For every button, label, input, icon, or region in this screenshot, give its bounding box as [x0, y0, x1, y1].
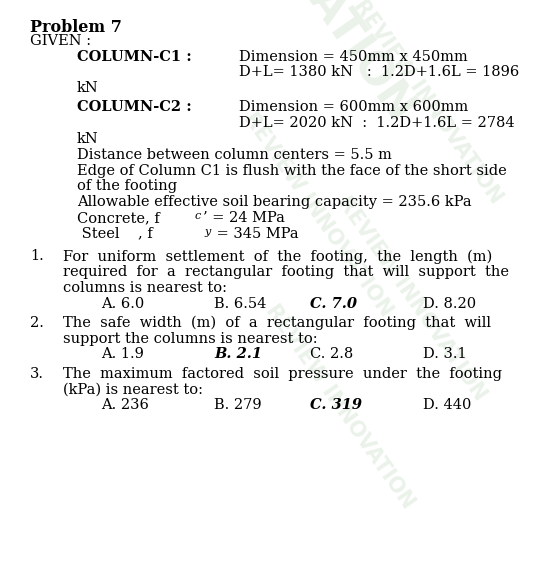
Text: A. 6.0: A. 6.0 — [102, 297, 145, 311]
Text: Concrete, f: Concrete, f — [77, 211, 160, 225]
Text: A. 236: A. 236 — [102, 398, 149, 412]
Text: ’ = 24 MPa: ’ = 24 MPa — [203, 211, 285, 225]
Text: C. 319: C. 319 — [310, 398, 362, 412]
Text: 3.: 3. — [30, 367, 44, 381]
Text: = 345 MPa: = 345 MPa — [212, 227, 299, 241]
Text: (kPa) is nearest to:: (kPa) is nearest to: — [63, 382, 203, 396]
Text: support the columns is nearest to:: support the columns is nearest to: — [63, 332, 318, 346]
Text: D. 440: D. 440 — [423, 398, 471, 412]
Text: Edge of Column C1 is flush with the face of the short side: Edge of Column C1 is flush with the face… — [77, 164, 507, 178]
Text: C. 2.8: C. 2.8 — [310, 347, 354, 362]
Text: For  uniform  settlement  of  the  footing,  the  length  (m): For uniform settlement of the footing, t… — [63, 249, 492, 264]
Text: D+L= 2020 kN  :  1.2D+1.6L = 2784: D+L= 2020 kN : 1.2D+1.6L = 2784 — [239, 116, 514, 130]
Text: REVIEW INNOVATION: REVIEW INNOVATION — [240, 109, 396, 320]
Text: B. 6.54: B. 6.54 — [214, 297, 266, 311]
Text: COLUMN-C2 :: COLUMN-C2 : — [77, 100, 192, 114]
Text: The  maximum  factored  soil  pressure  under  the  footing: The maximum factored soil pressure under… — [63, 367, 502, 381]
Text: D+L= 1380 kN   :  1.2D+1.6L = 1896: D+L= 1380 kN : 1.2D+1.6L = 1896 — [239, 65, 519, 80]
Text: kN: kN — [77, 132, 99, 146]
Text: c: c — [195, 211, 201, 221]
Text: D. 8.20: D. 8.20 — [423, 297, 476, 311]
Text: COLUMN-C1 :: COLUMN-C1 : — [77, 50, 192, 64]
Text: Problem 7: Problem 7 — [30, 19, 122, 36]
Text: A. 1.9: A. 1.9 — [102, 347, 144, 362]
Text: Dimension = 600mm x 600mm: Dimension = 600mm x 600mm — [239, 100, 468, 114]
Text: D. 3.1: D. 3.1 — [423, 347, 466, 362]
Text: OVATION: OVATION — [259, 0, 422, 131]
Text: B. 2.1: B. 2.1 — [214, 347, 262, 362]
Text: kN: kN — [77, 81, 99, 95]
Text: required  for  a  rectangular  footing  that  will  support  the: required for a rectangular footing that … — [63, 265, 509, 279]
Text: Steel    , f: Steel , f — [77, 227, 153, 241]
Text: Distance between column centers = 5.5 m: Distance between column centers = 5.5 m — [77, 148, 392, 162]
Text: 1.: 1. — [30, 249, 44, 263]
Text: Dimension = 450mm x 450mm: Dimension = 450mm x 450mm — [239, 50, 468, 64]
Text: y: y — [204, 227, 210, 237]
Text: columns is nearest to:: columns is nearest to: — [63, 281, 227, 295]
Text: C. 7.0: C. 7.0 — [310, 297, 357, 311]
Text: B. 279: B. 279 — [214, 398, 262, 412]
Text: The  safe  width  (m)  of  a  rectangular  footing  that  will: The safe width (m) of a rectangular foot… — [63, 316, 491, 331]
Text: REVIEW INNOVATION: REVIEW INNOVATION — [334, 193, 490, 404]
Text: REVIEW INNOVATION: REVIEW INNOVATION — [262, 301, 418, 512]
Text: REVIEW INNOVATION: REVIEW INNOVATION — [350, 0, 506, 207]
Text: 2.: 2. — [30, 316, 44, 330]
Text: GIVEN :: GIVEN : — [30, 34, 91, 48]
Text: of the footing: of the footing — [77, 179, 177, 193]
Text: Allowable effective soil bearing capacity = 235.6 kPa: Allowable effective soil bearing capacit… — [77, 195, 472, 209]
